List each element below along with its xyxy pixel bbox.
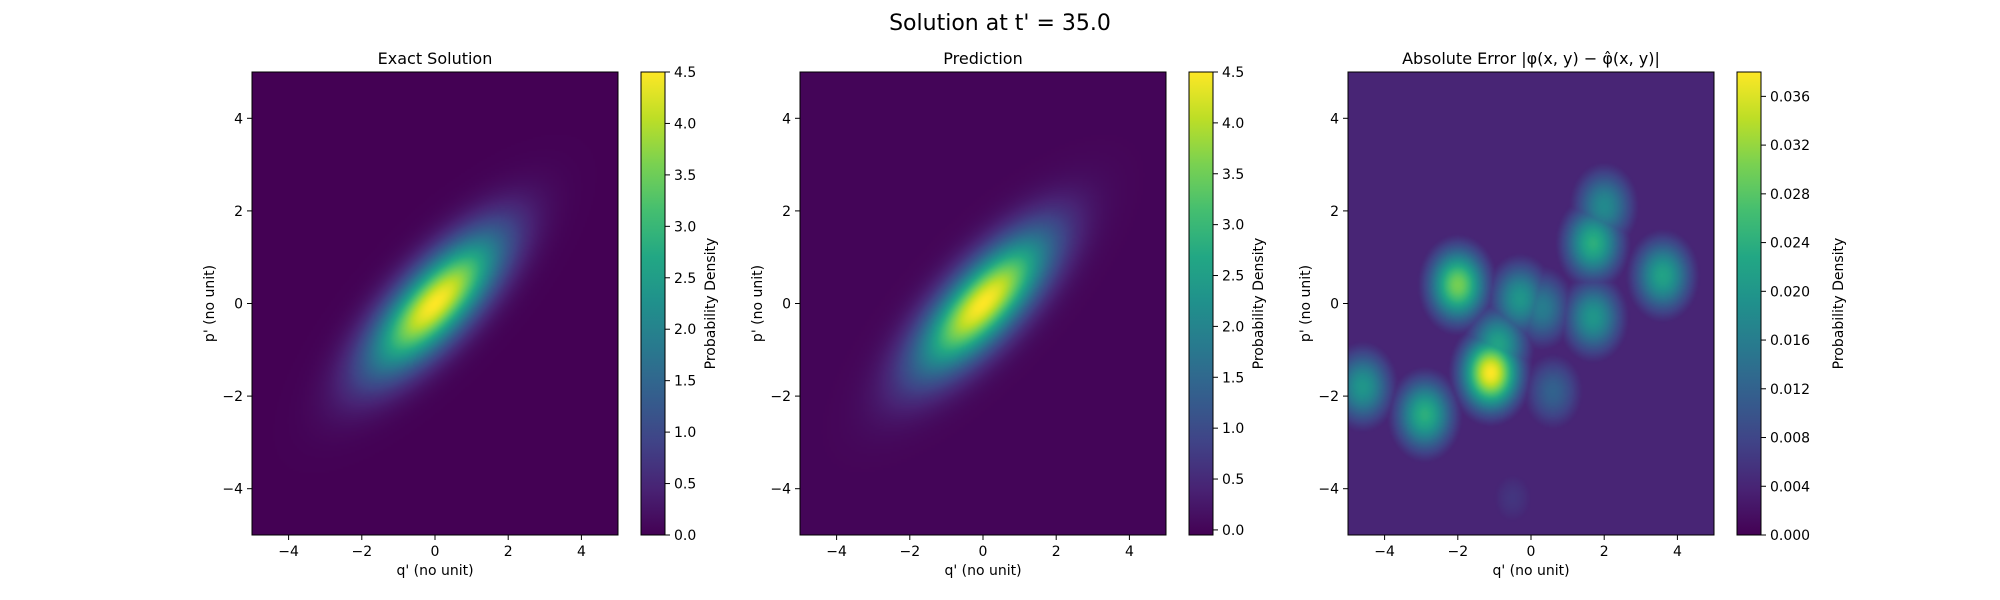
colorbar-tick-label: 1.5 bbox=[674, 374, 696, 390]
colorbar-tick-label: 0.036 bbox=[1770, 89, 1810, 105]
heatmap-image bbox=[800, 72, 1166, 535]
y-tick-label: 4 bbox=[782, 111, 791, 127]
y-tick-label: 0 bbox=[234, 297, 243, 313]
colorbar-tick-label: 3.5 bbox=[674, 168, 696, 184]
y-tick-label: −2 bbox=[222, 389, 243, 405]
y-tick-label: 4 bbox=[234, 111, 243, 127]
y-tick-label: 2 bbox=[1330, 204, 1339, 220]
x-tick-label: 0 bbox=[1527, 544, 1536, 560]
colorbar-label: Probability Density bbox=[703, 238, 719, 370]
figure-title: Solution at t' = 35.0 bbox=[889, 11, 1111, 36]
x-axis-label: q' (no unit) bbox=[944, 563, 1021, 579]
heatmap-image bbox=[252, 72, 618, 535]
colorbar-tick-label: 4.5 bbox=[1222, 65, 1244, 81]
x-tick-label: −4 bbox=[1374, 544, 1395, 560]
colorbar-label: Probability Density bbox=[1251, 238, 1267, 370]
colorbar-tick-label: 4.5 bbox=[674, 65, 696, 81]
subplot-3: Absolute Error |φ(x, y) − φ̂(x, y)| −4 −4 −… bbox=[1298, 49, 1847, 579]
colorbar-tick-label: 0.000 bbox=[1770, 528, 1810, 544]
y-tick-label: 4 bbox=[1330, 111, 1339, 127]
x-tick-label: −2 bbox=[1447, 544, 1468, 560]
colorbar bbox=[1188, 71, 1214, 536]
subplot-title: Exact Solution bbox=[378, 49, 493, 68]
x-tick-label: 4 bbox=[1125, 544, 1134, 560]
colorbar-tick-label: 1.5 bbox=[1222, 370, 1244, 386]
subplot-1: Exact Solution −4 −4 −2 −2 0 0 2 2 4 4 q' (no unit)… bbox=[202, 49, 719, 579]
colorbar-tick-label: 2.0 bbox=[674, 322, 696, 338]
x-tick-label: −2 bbox=[899, 544, 920, 560]
colorbar-tick-label: 4.0 bbox=[674, 116, 696, 132]
colorbar-tick-label: 0.016 bbox=[1770, 333, 1810, 349]
subplot-title: Prediction bbox=[943, 49, 1022, 68]
colorbar bbox=[1736, 71, 1762, 536]
y-tick-label: −4 bbox=[770, 482, 791, 498]
x-tick-label: 2 bbox=[1052, 544, 1061, 560]
y-tick-label: −4 bbox=[1318, 482, 1339, 498]
y-tick-label: 2 bbox=[782, 204, 791, 220]
x-axis-label: q' (no unit) bbox=[1492, 563, 1569, 579]
x-tick-label: 4 bbox=[1673, 544, 1682, 560]
y-tick-label: −4 bbox=[222, 482, 243, 498]
colorbar-tick-label: 3.0 bbox=[1222, 218, 1244, 234]
y-tick-label: −2 bbox=[770, 389, 791, 405]
x-tick-label: 2 bbox=[1600, 544, 1609, 560]
colorbar-tick-label: 0.024 bbox=[1770, 236, 1810, 252]
colorbar-tick-label: 1.0 bbox=[1222, 421, 1244, 437]
subplot-title: Absolute Error |φ(x, y) − φ̂(x, y)| bbox=[1402, 49, 1660, 68]
colorbar-tick-label: 0.008 bbox=[1770, 431, 1810, 447]
colorbar-tick-label: 0.0 bbox=[1222, 523, 1244, 539]
colorbar-tick-label: 0.012 bbox=[1770, 382, 1810, 398]
colorbar-tick-label: 0.020 bbox=[1770, 284, 1810, 300]
y-axis-label: p' (no unit) bbox=[202, 265, 218, 342]
colorbar-tick-label: 3.5 bbox=[1222, 167, 1244, 183]
colorbar-tick-label: 2.5 bbox=[674, 271, 696, 287]
x-tick-label: 2 bbox=[504, 544, 513, 560]
colorbar-tick-label: 0.5 bbox=[674, 477, 696, 493]
x-tick-label: 0 bbox=[431, 544, 440, 560]
x-tick-label: 0 bbox=[979, 544, 988, 560]
y-tick-label: 2 bbox=[234, 204, 243, 220]
colorbar-tick-label: 1.0 bbox=[674, 425, 696, 441]
colorbar-tick-label: 0.5 bbox=[1222, 472, 1244, 488]
colorbar bbox=[640, 71, 666, 536]
x-tick-label: −4 bbox=[826, 544, 847, 560]
x-tick-label: 4 bbox=[577, 544, 586, 560]
y-tick-label: 0 bbox=[1330, 297, 1339, 313]
colorbar-tick-label: 3.0 bbox=[674, 219, 696, 235]
colorbar-tick-label: 0.004 bbox=[1770, 479, 1810, 495]
colorbar-tick-label: 2.5 bbox=[1222, 269, 1244, 285]
x-tick-label: −4 bbox=[278, 544, 299, 560]
y-axis-label: p' (no unit) bbox=[750, 265, 766, 342]
y-tick-label: −2 bbox=[1318, 389, 1339, 405]
y-tick-label: 0 bbox=[782, 297, 791, 313]
colorbar-tick-label: 0.028 bbox=[1770, 187, 1810, 203]
subplot-2: Prediction −4 −4 −2 −2 0 0 2 2 4 4 q' (no unit) p' (… bbox=[750, 49, 1267, 579]
heatmap-image bbox=[1348, 72, 1714, 535]
colorbar-tick-label: 0.0 bbox=[674, 528, 696, 544]
y-axis-label: p' (no unit) bbox=[1298, 265, 1314, 342]
x-axis-label: q' (no unit) bbox=[396, 563, 473, 579]
colorbar-label: Probability Density bbox=[1831, 238, 1847, 370]
colorbar-tick-label: 2.0 bbox=[1222, 319, 1244, 335]
colorbar-tick-label: 0.032 bbox=[1770, 138, 1810, 154]
x-tick-label: −2 bbox=[351, 544, 372, 560]
colorbar-tick-label: 4.0 bbox=[1222, 116, 1244, 132]
